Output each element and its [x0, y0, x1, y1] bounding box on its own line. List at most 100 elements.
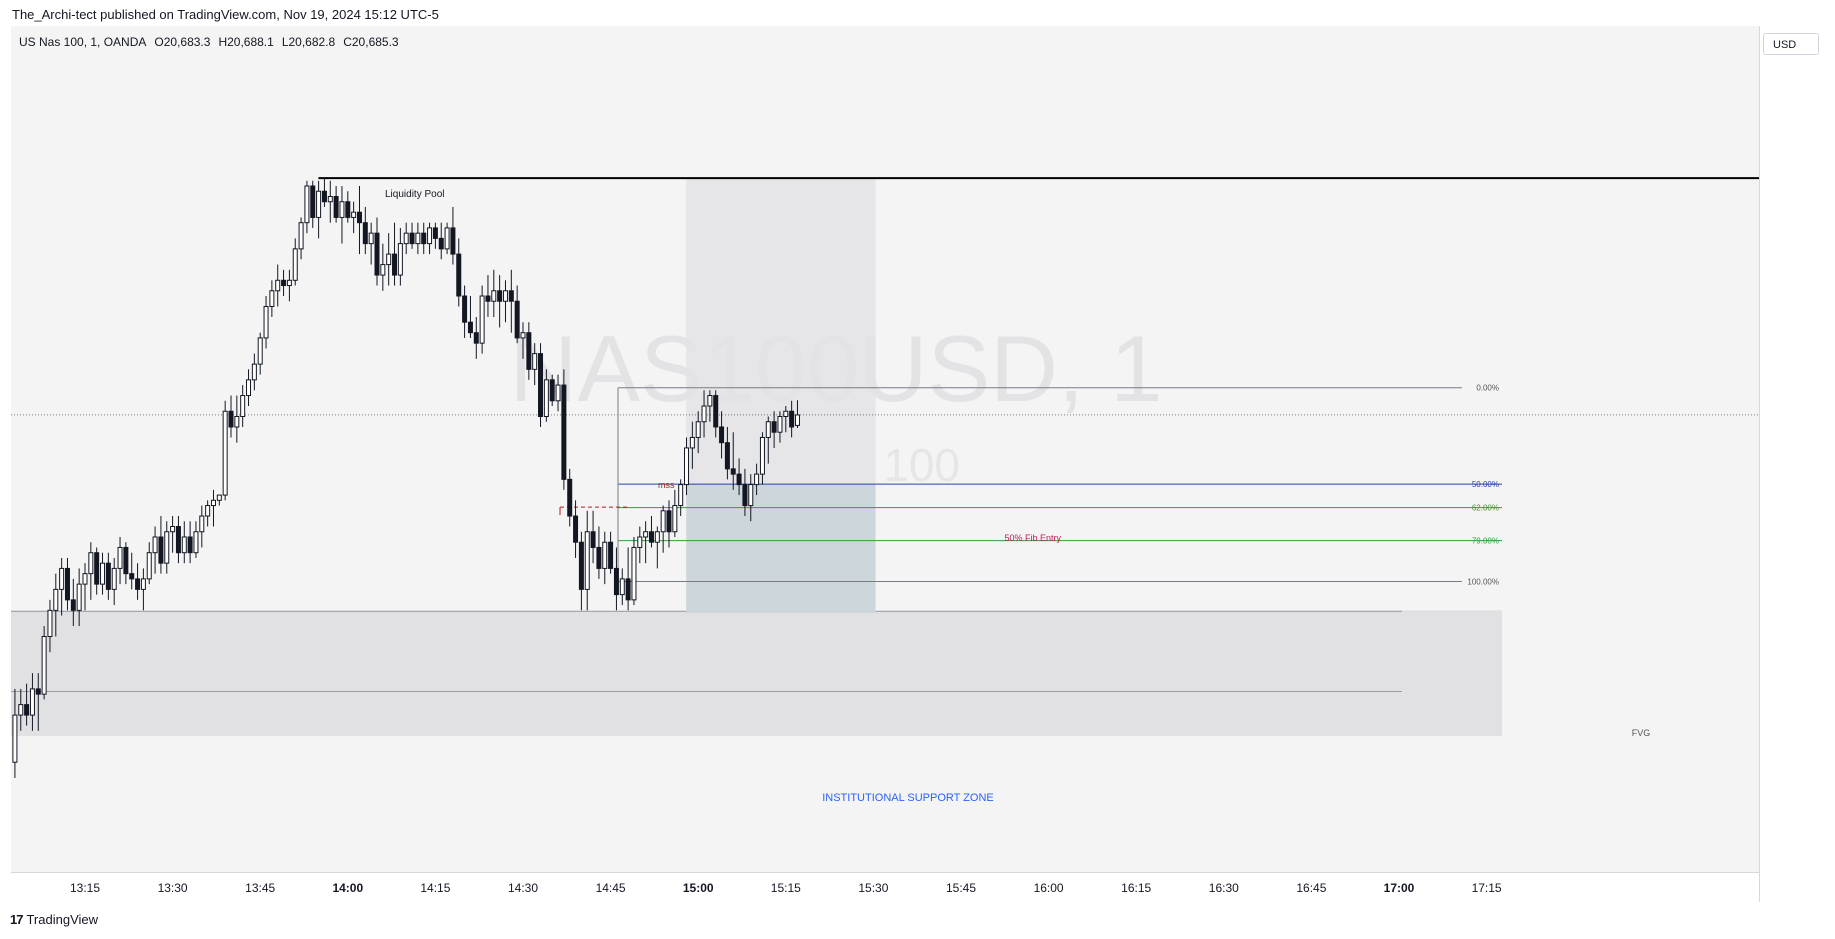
candle-body — [666, 510, 672, 533]
footer[interactable]: 17 TradingView — [10, 912, 98, 927]
candle-body — [707, 395, 713, 407]
price-chart[interactable]: NAS100USD, 1 US Nas 100 0.00% 50.00% 62.00… — [11, 26, 1759, 872]
candle-body — [158, 536, 164, 564]
time-axis-svg: 13:15 13:30 13:45 14:00 14:15 14:30 14:45 15:00… — [70, 881, 1502, 895]
legend-close: C20,685.3 — [343, 35, 399, 49]
fib-level-label: 62.00% — [1472, 504, 1499, 513]
candle-body — [567, 478, 573, 517]
fib-level-label: 100.00% — [1467, 578, 1499, 587]
candle-body — [356, 211, 362, 224]
candle-body — [29, 688, 35, 716]
candle-body — [18, 704, 24, 716]
candle-body — [298, 222, 304, 250]
time-tick-label: 13:15 — [70, 881, 100, 895]
candle-body — [257, 337, 263, 365]
time-tick-label: 15:15 — [771, 881, 801, 895]
candle-body — [210, 499, 216, 507]
candle-body — [689, 436, 695, 449]
candle-body — [771, 421, 777, 433]
candle-body — [561, 384, 567, 480]
candle-body — [409, 232, 415, 245]
time-tick-label: 14:45 — [596, 881, 626, 895]
candle-body — [590, 531, 596, 548]
candle-body — [304, 185, 310, 224]
candle-body — [246, 379, 252, 397]
candle-body — [76, 583, 82, 611]
candle-body — [543, 379, 549, 418]
candle-body — [789, 410, 795, 428]
candle-body — [508, 290, 514, 302]
candle-body — [12, 714, 18, 763]
legend-low: L20,682.8 — [281, 35, 336, 49]
chart-pane[interactable]: NAS100USD, 1 US Nas 100 0.00% 50.00% 62.00… — [11, 26, 1759, 872]
candle-body — [216, 494, 222, 501]
candle-body — [129, 573, 135, 580]
time-tick-label: 16:15 — [1121, 881, 1151, 895]
candle-body — [140, 578, 146, 590]
candle-body — [754, 473, 760, 486]
fib-level-label: 79.00% — [1472, 537, 1499, 546]
candle-body — [88, 552, 94, 575]
candle-body — [596, 546, 602, 569]
time-tick-label: 16:30 — [1209, 881, 1239, 895]
legend-high: H20,688.1 — [218, 35, 274, 49]
candle-body — [736, 473, 742, 486]
candle-body — [228, 410, 234, 428]
watermark-symbol: NAS100USD, 1 — [509, 316, 1162, 421]
candle-body — [479, 295, 485, 344]
candle-body — [742, 484, 748, 507]
candle-body — [275, 279, 281, 292]
candle-body — [765, 421, 771, 438]
time-axis[interactable]: 13:15 13:30 13:45 14:00 14:15 14:30 14:45 15:00… — [11, 872, 1759, 903]
candle-body — [730, 468, 736, 475]
candle-body — [205, 505, 211, 517]
candle-body — [555, 384, 561, 402]
candle-body — [310, 185, 316, 218]
candle-body — [292, 248, 298, 281]
support-zone — [11, 610, 1502, 737]
candle-body — [70, 599, 76, 611]
candle-body — [281, 279, 287, 287]
price-axis[interactable]: 20,620.020,630.020,640.020,650.020,660.0… — [1505, 26, 1827, 902]
symbol-legend[interactable]: US Nas 100, 1, OANDA O20,683.3 H20,688.1 L2… — [19, 35, 407, 49]
candle-body — [199, 515, 205, 533]
time-tick-label: 17:15 — [1472, 881, 1502, 895]
candle-body — [514, 300, 520, 339]
candle-body — [602, 541, 608, 569]
fib-level-label: 0.00% — [1476, 384, 1499, 393]
candle-body — [94, 552, 100, 585]
candle-body — [187, 536, 193, 554]
candle-body — [41, 636, 47, 695]
candle-body — [573, 515, 579, 543]
candle-body — [362, 222, 368, 245]
candle-body — [713, 395, 719, 428]
candle-body — [345, 201, 351, 218]
mss-label: mss — [658, 480, 675, 490]
candle-body — [777, 416, 783, 433]
candle-body — [251, 363, 257, 381]
currency-button[interactable]: USD — [1763, 33, 1819, 55]
candle-body — [549, 379, 555, 402]
time-tick-label: 14:00 — [332, 881, 363, 895]
candle-body — [193, 531, 199, 554]
candle-body — [625, 578, 631, 601]
fvg-label: FVG — [1632, 728, 1651, 738]
candle-body — [619, 578, 625, 596]
candle-body — [578, 541, 584, 590]
footer-brand: TradingView — [26, 912, 99, 927]
candle-body — [286, 279, 292, 287]
candle-body — [397, 243, 403, 276]
candle-body — [386, 253, 392, 266]
candle-body — [759, 436, 765, 475]
candle-body — [748, 484, 754, 507]
candle-body — [421, 232, 427, 245]
candle-body — [380, 264, 386, 276]
candle-body — [438, 237, 444, 250]
candle-body — [105, 562, 111, 590]
time-tick-label: 14:30 — [508, 881, 538, 895]
candle-body — [467, 321, 473, 334]
candle-body — [444, 227, 450, 250]
candle-body — [35, 688, 41, 695]
support-zone-label: INSTITUTIONAL SUPPORT ZONE — [822, 792, 994, 804]
candle-body — [648, 531, 654, 543]
